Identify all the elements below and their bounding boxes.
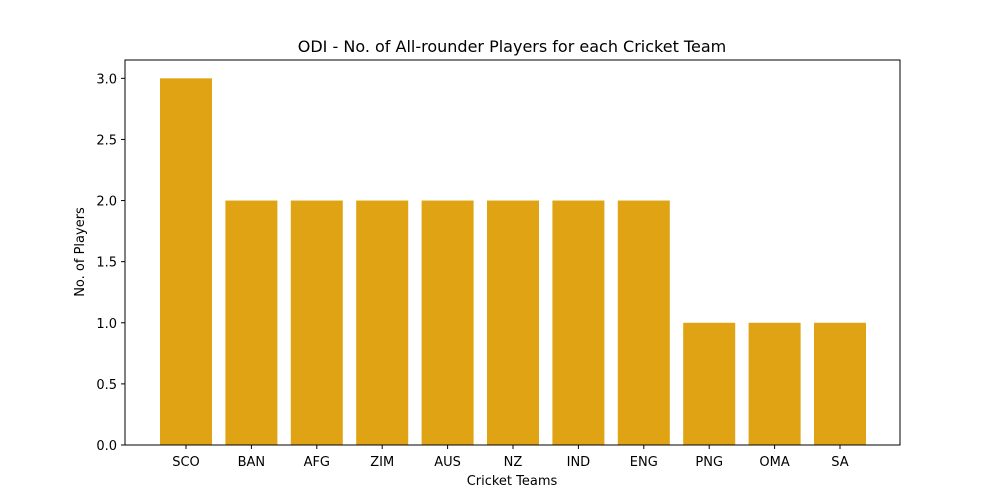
y-tick-label: 3.0 [96,72,117,87]
y-tick-label: 0.0 [96,439,117,454]
y-tick-label: 2.0 [96,195,117,210]
x-tick-label: OMA [759,455,789,470]
bar-sco [160,78,212,445]
x-tick-label: IND [567,455,591,470]
y-axis-label: No. of Players [73,207,88,297]
x-axis: SCO BAN AFG ZIM AUS NZ IND ENG PNG OMA SA [172,445,849,470]
bar-sa [814,322,866,445]
x-tick-label: PNG [695,455,723,470]
y-tick-label: 2.5 [96,133,117,148]
x-tick-label: BAN [238,455,266,470]
bar-afg [290,200,343,445]
bar-ban [225,200,278,445]
chart-title: ODI - No. of All-rounder Players for eac… [298,37,726,56]
x-tick-label: SCO [172,455,200,470]
x-tick-label: AFG [304,455,330,470]
bar-nz [487,200,539,445]
bar-oma [748,322,801,445]
x-tick-label: NZ [504,455,523,470]
x-tick-label: SA [831,455,848,470]
bar-png [683,322,736,445]
bar-aus [421,200,474,445]
x-tick-label: AUS [434,455,461,470]
bars-group [160,78,866,445]
y-tick-label: 1.0 [96,317,117,332]
bar-ind [552,200,605,445]
x-tick-label: ENG [630,455,658,470]
y-tick-label: 0.5 [96,378,117,393]
y-tick-label: 1.5 [96,256,117,271]
x-axis-label: Cricket Teams [467,474,558,489]
y-axis: 0.0 0.5 1.0 1.5 2.0 2.5 3.0 [96,72,125,454]
bar-eng [617,200,670,445]
x-tick-label: ZIM [370,455,394,470]
bar-zim [356,200,409,445]
